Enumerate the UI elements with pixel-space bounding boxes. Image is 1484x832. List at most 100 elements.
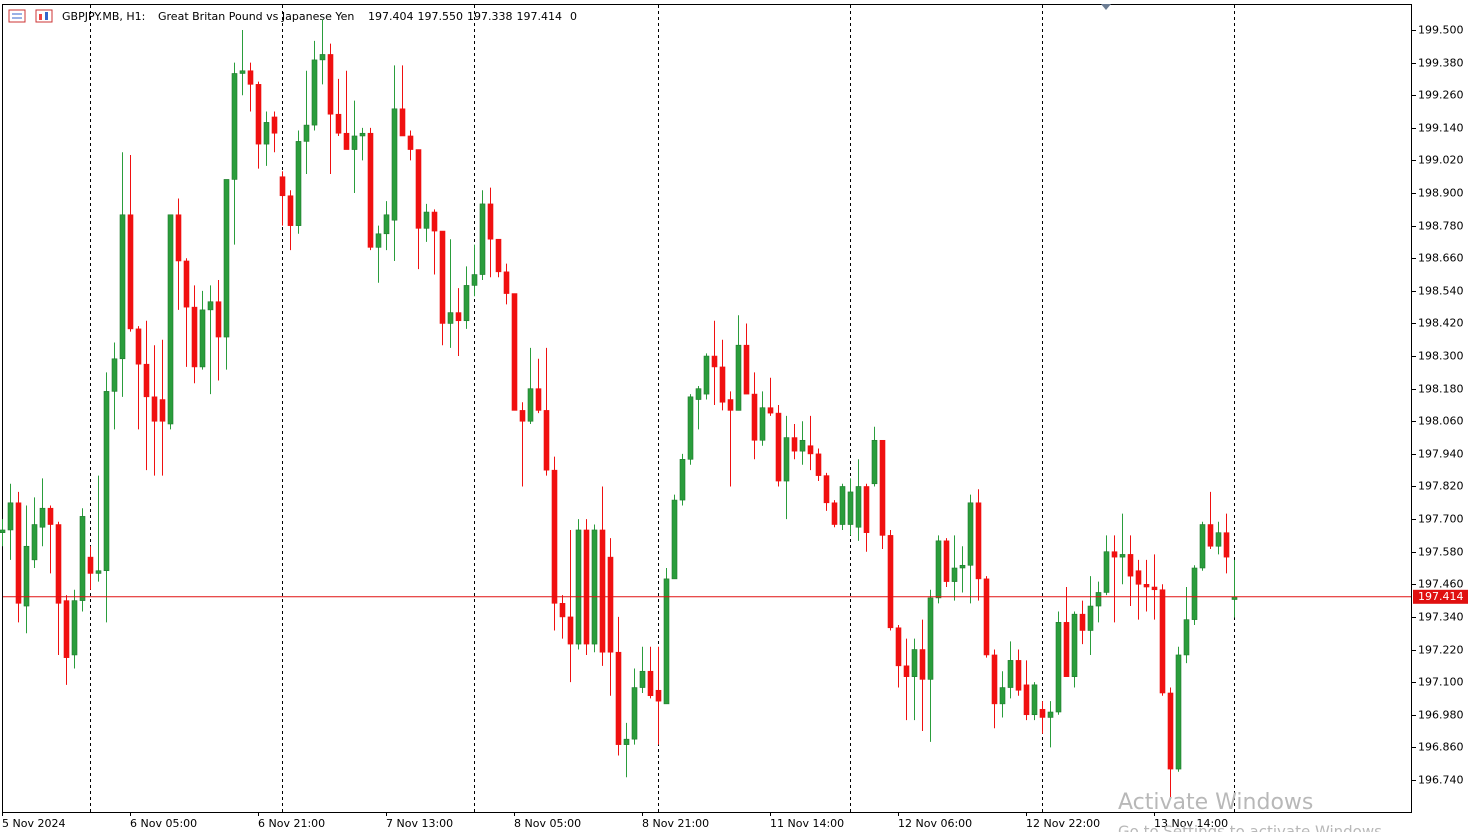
candle-body [271, 116, 278, 134]
candle-body [255, 84, 262, 145]
candle-body [895, 627, 902, 667]
candle-body [807, 445, 814, 455]
icon [39, 14, 42, 20]
candle-body [439, 230, 446, 324]
candle-body [527, 388, 534, 422]
candle-body [687, 396, 694, 460]
candle-body [719, 366, 726, 403]
candle-body [63, 600, 70, 658]
candle-body [327, 54, 334, 115]
x-tick-label: 6 Nov 21:00 [258, 817, 325, 830]
header-icons [8, 9, 53, 23]
y-tick-label: 197.220 [1418, 644, 1464, 657]
candle-body [23, 545, 30, 607]
candle-body [847, 491, 854, 525]
candle-body [31, 524, 38, 561]
candle-body [359, 132, 366, 137]
candle-body [151, 396, 158, 422]
candle-body [343, 132, 350, 150]
y-tick-label: 198.420 [1418, 317, 1464, 330]
candle-body [1111, 551, 1118, 558]
candle-body [1071, 613, 1078, 677]
candle-body [983, 578, 990, 656]
candle-body [1095, 592, 1102, 607]
candle-body [831, 502, 838, 525]
y-tick-label: 199.500 [1418, 24, 1464, 37]
candle-body [607, 556, 614, 653]
candle-body [239, 70, 246, 74]
candle-body [279, 176, 286, 197]
y-tick-label: 198.660 [1418, 252, 1464, 265]
candle-body [479, 203, 486, 275]
x-tick-label: 8 Nov 21:00 [642, 817, 709, 830]
candle-body [863, 486, 870, 533]
candle-body [871, 439, 878, 485]
candle-body [431, 211, 438, 232]
candle-body [1103, 551, 1110, 593]
candle-body [463, 285, 470, 322]
y-tick-label: 197.940 [1418, 448, 1464, 461]
candle-body [79, 516, 86, 601]
candle-body [991, 654, 998, 705]
candle-body [1119, 554, 1126, 558]
header-quote-value: 0 [570, 10, 577, 23]
y-tick-label: 198.060 [1418, 415, 1464, 428]
candle-body [1047, 711, 1054, 718]
y-tick-label: 199.380 [1418, 57, 1464, 70]
candle-body [727, 399, 734, 411]
candle-body [1223, 532, 1230, 558]
candle-body [367, 132, 374, 248]
candle-body [231, 73, 238, 180]
candle-body [791, 437, 798, 452]
candle-body [1167, 692, 1174, 770]
current-price-tag [1413, 589, 1468, 604]
y-tick-label: 198.900 [1418, 187, 1464, 200]
candle-body [879, 439, 886, 536]
candle-body [1159, 589, 1166, 694]
header-quote-value: 197.404 [368, 10, 414, 23]
candle-body [839, 486, 846, 525]
y-tick-label: 197.580 [1418, 546, 1464, 559]
candle-body [671, 499, 678, 580]
candle-body [351, 135, 358, 150]
candle-body [583, 529, 590, 645]
candle-body [927, 597, 934, 680]
x-tick-label: 12 Nov 22:00 [1026, 817, 1100, 830]
header-quote: 197.404 197.550 197.338 197.414 0 [368, 10, 577, 23]
candle-body [855, 486, 862, 528]
x-tick-label: 13 Nov 14:00 [1154, 817, 1228, 830]
candle-body [103, 391, 110, 572]
y-tick-label: 198.180 [1418, 383, 1464, 396]
candle-body [415, 149, 422, 229]
candle-body [623, 738, 630, 745]
candle-body [391, 108, 398, 221]
candle-body [935, 540, 942, 599]
candle-body [287, 195, 294, 226]
plot: 199.500 199.380 199.260 199.140 199.020 198.9… [0, 5, 1468, 830]
x-tick-label: 7 Nov 13:00 [386, 817, 453, 830]
icon [35, 9, 53, 23]
candle-body [223, 179, 230, 338]
candle-body [247, 70, 254, 85]
candle-body [1079, 613, 1086, 631]
candle-body [1215, 532, 1222, 547]
candle-body [551, 469, 558, 604]
candle-body [679, 459, 686, 501]
y-tick-label: 196.860 [1418, 741, 1464, 754]
candle-body [759, 407, 766, 441]
candle-body [191, 306, 198, 368]
candle-body [1183, 619, 1190, 656]
plot-frame [2, 4, 1412, 813]
candle-body [567, 616, 574, 645]
candle-body [495, 238, 502, 273]
candle-body [751, 393, 758, 441]
candle-body [639, 670, 646, 688]
candle-body [767, 407, 774, 414]
icon [45, 12, 48, 20]
candle-body [1151, 586, 1158, 591]
candle-body [295, 141, 302, 226]
shift-marker [1101, 4, 1111, 10]
candle-body [887, 535, 894, 629]
candle-body [959, 564, 966, 569]
